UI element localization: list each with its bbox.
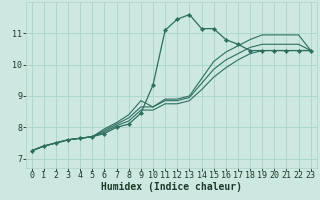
X-axis label: Humidex (Indice chaleur): Humidex (Indice chaleur) [101, 182, 242, 192]
